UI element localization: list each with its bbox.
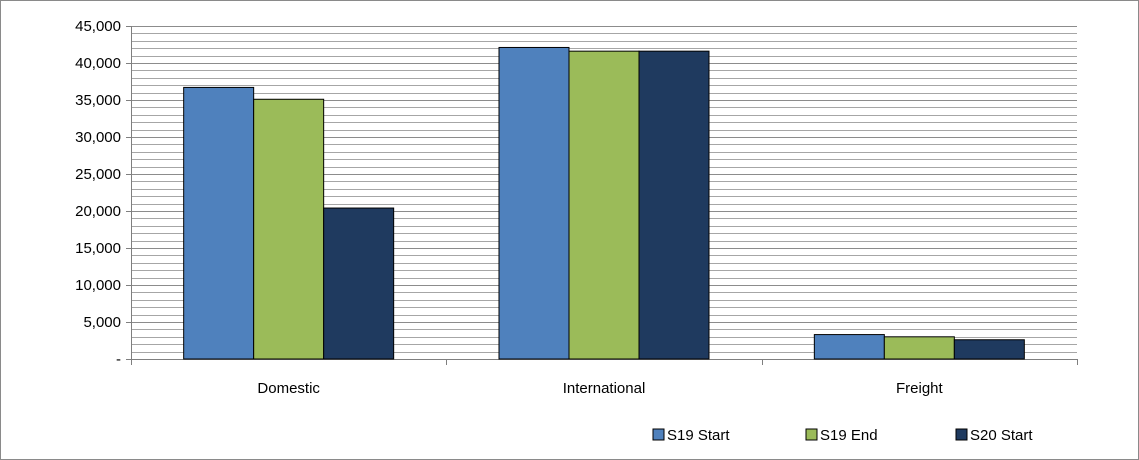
legend-label: S19 Start	[667, 427, 730, 444]
y-tick-label: 10,000	[75, 277, 121, 294]
bar-s19-start-domestic	[183, 86, 255, 360]
bar-s19-end-freight	[883, 336, 955, 360]
bar-s19-start-freight	[813, 334, 885, 360]
y-tick-label: 40,000	[75, 55, 121, 72]
bar-s20-start-domestic	[323, 207, 395, 360]
legend-item: S19 End	[805, 427, 878, 444]
y-tick-label: 25,000	[75, 166, 121, 183]
legend-item: S19 Start	[652, 427, 730, 444]
axis-labels: - 5,000 10,000 15,000 20,000 25,000 30,000 35,0…	[75, 18, 943, 397]
category-label: Freight	[896, 380, 944, 397]
y-tick-label: -	[116, 351, 121, 368]
legend-item: S20 Start	[955, 427, 1033, 444]
category-label: Domestic	[257, 380, 320, 397]
y-tick-label: 45,000	[75, 18, 121, 35]
legend-label: S20 Start	[970, 427, 1033, 444]
legend-swatch	[805, 428, 818, 441]
bar-s20-start-international	[638, 50, 710, 360]
legend-swatch	[955, 428, 968, 441]
bar-s19-end-domestic	[253, 98, 325, 360]
bar-s19-end-international	[568, 50, 640, 360]
y-tick-label: 20,000	[75, 203, 121, 220]
legend-swatch	[652, 428, 665, 441]
y-tick-label: 30,000	[75, 129, 121, 146]
legend-label: S19 End	[820, 427, 878, 444]
y-tick-label: 5,000	[83, 314, 121, 331]
bar-s19-start-international	[498, 46, 570, 360]
category-label: International	[563, 380, 646, 397]
y-tick-label: 15,000	[75, 240, 121, 257]
bar-s20-start-freight	[953, 339, 1025, 360]
legend: S19 Start S19 End S20 Start	[652, 427, 1033, 444]
y-tick-label: 35,000	[75, 92, 121, 109]
bars	[183, 46, 1025, 360]
